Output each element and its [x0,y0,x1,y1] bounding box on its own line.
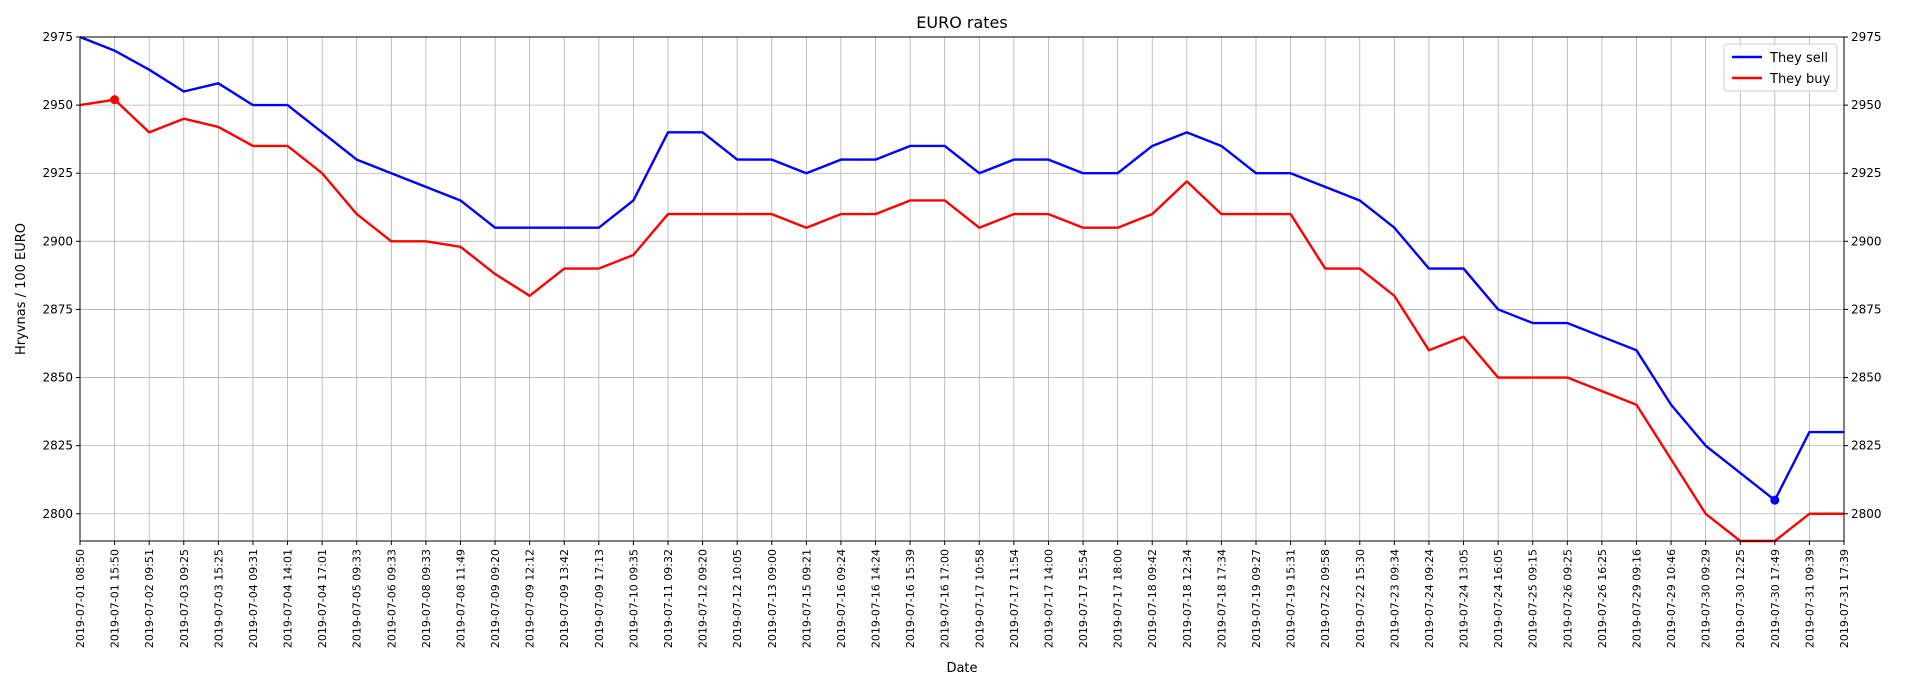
y-axis-left: 2800 2825 2850 2875 2900 2925 2950 2975 [42,30,80,521]
y-tick-label-right: 2800 [1851,507,1882,521]
x-axis-title: Date [946,661,977,676]
y-tick-label: 2900 [42,234,73,248]
x-tick-label: 2019-07-19 15:31 [1285,549,1298,648]
x-axis: 2019-07-01 08:50 2019-07-01 15:50 2019-07-… [74,541,1851,648]
x-tick-label: 2019-07-11 09:32 [662,549,675,648]
x-tick-label: 2019-07-25 09:15 [1527,549,1540,648]
x-tick-label: 2019-07-02 09:51 [143,549,156,648]
series-lines [79,35,1844,543]
highlight-marker-0 [1770,495,1780,505]
x-tick-label: 2019-07-18 09:42 [1146,549,1159,648]
y-tick-label: 2925 [42,166,73,180]
x-tick-label: 2019-07-26 09:25 [1561,549,1574,648]
x-tick-label: 2019-07-03 09:25 [178,549,191,648]
x-tick-label: 2019-07-05 09:33 [351,549,364,648]
x-tick-label: 2019-07-22 09:58 [1319,549,1332,648]
y-tick-label: 2875 [42,302,73,316]
y-tick-label-right: 2875 [1851,302,1882,316]
x-tick-label: 2019-07-17 10:58 [973,549,986,648]
x-tick-label: 2019-07-04 17:01 [316,549,329,648]
y-tick-label-right: 2825 [1851,439,1882,453]
x-tick-label: 2019-07-01 15:50 [109,549,122,648]
x-tick-label: 2019-07-09 17:13 [593,549,606,648]
x-tick-label: 2019-07-29 10:46 [1665,549,1678,648]
x-tick-label: 2019-07-17 14:00 [1042,549,1055,648]
x-tick-label: 2019-07-03 15:25 [212,549,225,648]
x-tick-label: 2019-07-12 10:05 [731,549,744,648]
x-tick-label: 2019-07-24 09:24 [1423,549,1436,648]
y-tick-label: 2950 [42,98,73,112]
x-tick-label: 2019-07-18 12:34 [1181,549,1194,648]
x-tick-label: 2019-07-17 15:54 [1077,549,1090,648]
x-tick-label: 2019-07-04 14:01 [282,549,295,648]
x-tick-label: 2019-07-16 09:24 [835,549,848,648]
x-tick-label: 2019-07-17 18:00 [1112,549,1125,648]
x-tick-label: 2019-07-22 15:30 [1354,549,1367,648]
legend-box [1723,43,1838,92]
x-tick-label: 2019-07-09 13:42 [558,549,571,648]
x-tick-label: 2019-07-15 09:21 [800,549,813,648]
x-tick-label: 2019-07-30 17:49 [1769,549,1782,648]
legend-label: They buy [1769,72,1830,87]
x-tick-label: 2019-07-16 15:39 [904,549,917,648]
x-tick-label: 2019-07-04 09:31 [247,549,260,648]
y-tick-label: 2825 [42,439,73,453]
plot-frame [79,36,1845,542]
x-tick-label: 2019-07-23 09:34 [1388,549,1401,648]
x-tick-label: 2019-07-31 17:39 [1838,549,1851,648]
y-tick-label-right: 2925 [1851,166,1882,180]
x-tick-label: 2019-07-13 09:00 [766,549,779,648]
x-tick-label: 2019-07-24 13:05 [1458,549,1471,648]
series-line-0 [79,35,1844,502]
y-tick-label-right: 2975 [1851,30,1882,44]
y-tick-label-right: 2900 [1851,234,1882,248]
x-tick-label: 2019-07-12 09:20 [697,549,710,648]
legend: They sell They buy [1723,43,1838,92]
y-tick-label: 2850 [42,371,73,385]
legend-label: They sell [1769,51,1828,66]
x-tick-label: 2019-07-26 16:25 [1596,549,1609,648]
x-tick-label: 2019-07-16 17:00 [939,549,952,648]
x-tick-label: 2019-07-19 09:27 [1250,549,1263,648]
y-axis-right: 2800 2825 2850 2875 2900 2925 2950 2975 [1844,30,1882,521]
x-tick-label: 2019-07-16 14:24 [870,549,883,648]
x-tick-label: 2019-07-10 09:35 [627,549,640,648]
x-tick-label: 2019-07-18 17:34 [1215,549,1228,648]
y-axis-title: Hryvnas / 100 EURO [14,223,29,355]
x-tick-label: 2019-07-08 09:33 [420,549,433,648]
x-tick-label: 2019-07-06 09:33 [385,549,398,648]
y-tick-label-right: 2950 [1851,98,1882,112]
y-tick-label: 2800 [42,507,73,521]
chart-title: EURO rates [916,13,1007,32]
x-tick-label: 2019-07-08 11:49 [454,549,467,648]
x-tick-label: 2019-07-30 09:29 [1700,549,1713,648]
series-line-1 [79,98,1844,543]
highlight-marker-1 [110,95,120,105]
x-tick-label: 2019-07-09 09:20 [489,549,502,648]
x-tick-label: 2019-07-01 08:50 [74,549,87,648]
x-tick-label: 2019-07-30 12:25 [1734,549,1747,648]
x-tick-label: 2019-07-09 12:12 [524,549,537,648]
y-tick-label: 2975 [42,30,73,44]
y-tick-label-right: 2850 [1851,371,1882,385]
x-tick-label: 2019-07-31 09:39 [1803,549,1816,648]
x-tick-label: 2019-07-17 11:54 [1008,549,1021,648]
x-tick-label: 2019-07-24 16:05 [1492,549,1505,648]
x-tick-label: 2019-07-29 09:16 [1630,549,1643,648]
